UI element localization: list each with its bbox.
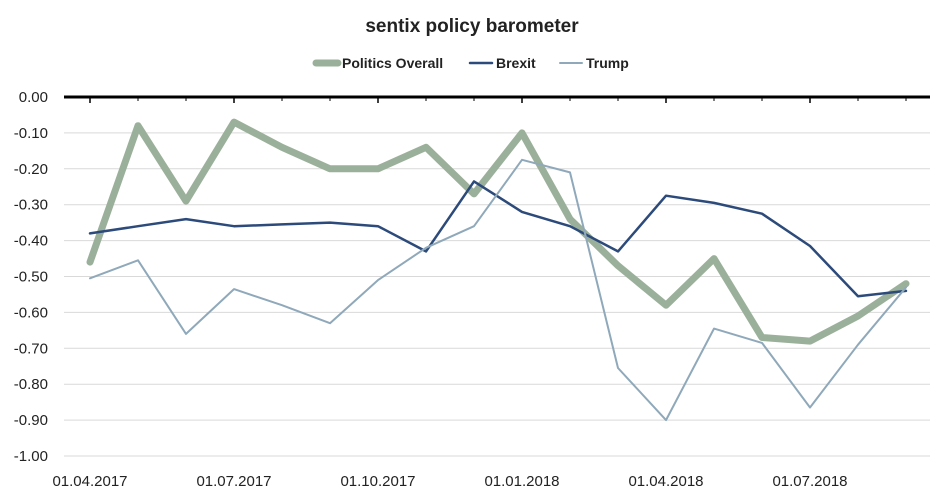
x-tick-label: 01.07.2018 bbox=[772, 473, 847, 490]
legend-label: Politics Overall bbox=[342, 55, 443, 71]
y-axis: 0.00 -0.10 -0.20 -0.30 -0.40 -0.50 -0.60 -0.70 -… bbox=[14, 89, 930, 465]
series-lines bbox=[86, 118, 910, 422]
legend-label: Trump bbox=[586, 55, 629, 71]
y-tick-label: -0.60 bbox=[14, 304, 48, 321]
y-tick-label: -0.80 bbox=[14, 376, 48, 393]
y-tick-label: -0.50 bbox=[14, 269, 48, 286]
series-line-brexit bbox=[88, 180, 908, 298]
series-line-politics-overall bbox=[86, 118, 910, 345]
x-axis: 01.04.2017 01.07.2017 01.10.2017 01.01.2018… bbox=[52, 97, 907, 490]
x-tick-label: 01.04.2017 bbox=[52, 473, 127, 490]
y-tick-label: 0.00 bbox=[19, 89, 48, 106]
y-tick-label: -0.70 bbox=[14, 340, 48, 357]
y-tick-label: -0.90 bbox=[14, 412, 48, 429]
x-tick-label: 01.07.2017 bbox=[196, 473, 271, 490]
y-tick-label: -0.30 bbox=[14, 197, 48, 214]
x-tick-label: 01.01.2018 bbox=[484, 473, 559, 490]
y-tick-label: -0.10 bbox=[14, 125, 48, 142]
x-tick-label: 01.10.2017 bbox=[340, 473, 415, 490]
legend: Politics Overall Brexit Trump bbox=[312, 55, 629, 71]
x-tick-label: 01.04.2018 bbox=[628, 473, 703, 490]
series-line-trump bbox=[89, 158, 907, 422]
chart-title: sentix policy barometer bbox=[365, 16, 579, 37]
y-tick-label: -1.00 bbox=[14, 448, 48, 465]
y-tick-label: -0.20 bbox=[14, 161, 48, 178]
legend-label: Brexit bbox=[496, 55, 536, 71]
y-tick-label: -0.40 bbox=[14, 233, 48, 250]
